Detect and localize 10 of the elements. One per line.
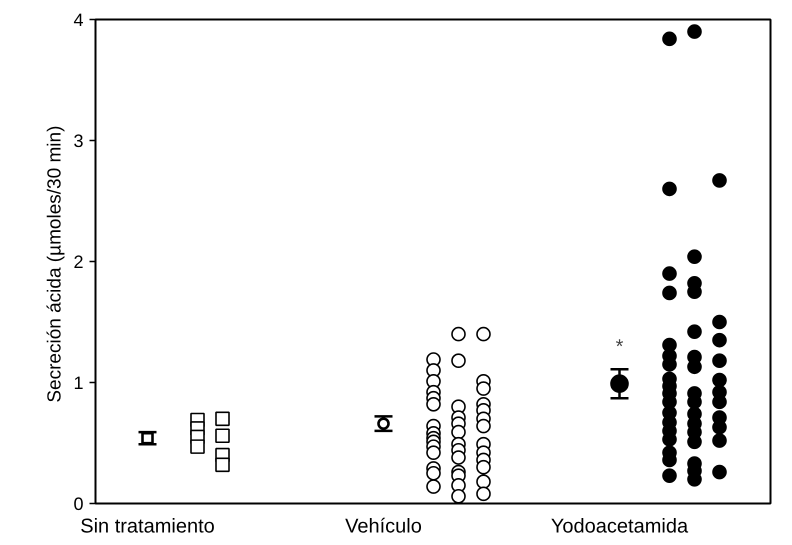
y-tick-label: 1 <box>73 373 84 393</box>
x-tick-label: Vehículo <box>345 516 422 538</box>
y-axis-title: Secreción ácida (µmoles/30 min) <box>44 126 66 403</box>
y-tick-label: 3 <box>73 131 84 151</box>
annotation: * <box>616 336 624 358</box>
y-tick-label: 2 <box>73 252 84 272</box>
y-tick-label: 0 <box>73 494 84 514</box>
y-tick-label: 4 <box>73 10 84 30</box>
x-tick-label: Yodoacetamida <box>550 516 689 538</box>
x-tick-label: Sin tratamiento <box>80 516 215 538</box>
